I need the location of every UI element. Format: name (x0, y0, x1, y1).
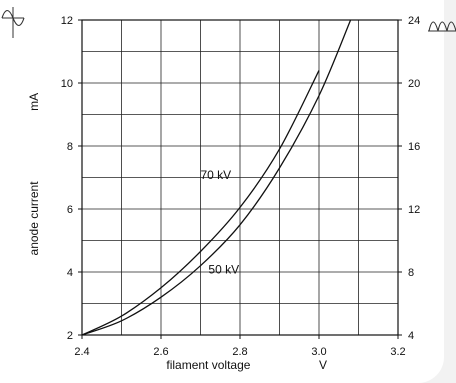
series-line-70kv (81, 70, 320, 336)
x-tick-label: 3.0 (311, 346, 326, 358)
y-tick-label: 2 (67, 330, 73, 342)
grid (82, 20, 398, 335)
x-tick-label: 2.4 (74, 346, 89, 358)
y2-tick-label: 8 (408, 267, 414, 279)
y-tick-label: 10 (61, 78, 73, 90)
full-wave-rectified-icon (428, 21, 456, 32)
x-tick-label: 2.8 (232, 346, 247, 358)
y-axis-label: anode current (27, 181, 41, 256)
series-label-50kv: 50 kV (208, 263, 239, 277)
series-lines (81, 19, 352, 336)
y-tick-label: 12 (61, 15, 73, 27)
y2-tick-label: 24 (408, 15, 420, 27)
x-tick-label: 2.6 (153, 346, 168, 358)
y-tick-label: 4 (67, 267, 73, 279)
series-line-50kv (81, 19, 352, 336)
series-label-70kv: 70 kV (201, 168, 232, 182)
y-tick-label: 6 (67, 204, 73, 216)
y2-tick-label: 4 (408, 330, 414, 342)
y-tick-label: 8 (67, 141, 73, 153)
half-wave-icon (1, 7, 25, 38)
y2-tick-label: 12 (408, 204, 420, 216)
chart-card (0, 0, 444, 383)
x-axis-label: filament voltage (166, 358, 250, 372)
y-axis-unit: mA (27, 93, 41, 111)
y2-tick-label: 16 (408, 141, 420, 153)
y2-tick-label: 20 (408, 78, 420, 90)
x-axis-unit: V (319, 358, 327, 372)
x-tick-label: 3.2 (390, 346, 405, 358)
